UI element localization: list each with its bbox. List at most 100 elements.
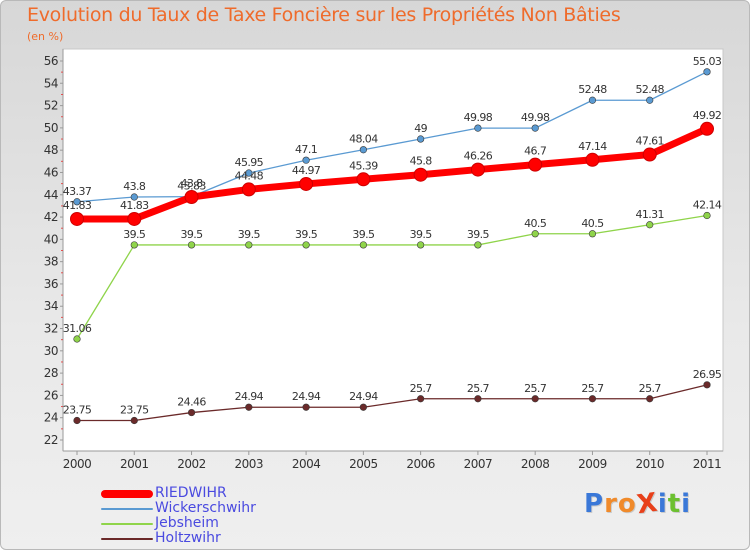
x-tick-label: 2004: [292, 457, 321, 471]
logo-letter: i: [657, 489, 668, 519]
data-point-jebsheim: [73, 335, 81, 343]
data-point-riedwihr: [356, 172, 371, 187]
data-point-jebsheim: [417, 241, 425, 249]
x-tick-label: 2008: [521, 457, 550, 471]
x-tick-label: 2003: [235, 457, 264, 471]
data-label-wickerschwihr: 43.83: [177, 180, 206, 193]
data-point-riedwihr: [470, 162, 485, 177]
data-label-jebsheim: 41.31: [635, 208, 664, 221]
data-point-jebsheim: [187, 241, 196, 249]
data-point-riedwihr: [700, 121, 714, 136]
legend-item-wickerschwihr: Wickerschwihr: [101, 500, 321, 517]
data-label-holtzwihr: 23.75: [120, 403, 149, 416]
data-label-riedwihr: 41.83: [63, 199, 92, 212]
data-label-riedwihr: 47.61: [635, 135, 664, 148]
data-label-riedwihr: 41.83: [120, 199, 149, 212]
data-label-wickerschwihr: 52.48: [635, 83, 664, 96]
x-tick-label: 2011: [693, 457, 722, 471]
data-label-jebsheim: 39.5: [410, 228, 433, 241]
data-label-wickerschwihr: 45.95: [235, 156, 264, 169]
y-tick-label: 56: [44, 54, 58, 68]
data-point-riedwihr: [299, 176, 314, 191]
y-tick-label: 30: [44, 344, 58, 358]
data-label-wickerschwihr: 49.98: [464, 111, 493, 124]
data-point-riedwihr: [642, 147, 657, 162]
data-label-wickerschwihr: 49.98: [521, 111, 550, 124]
y-tick-label: 28: [44, 366, 58, 380]
data-label-jebsheim: 39.5: [238, 228, 261, 241]
data-label-riedwihr: 46.26: [464, 150, 493, 163]
data-point-riedwihr: [413, 167, 428, 182]
logo-letter: i: [681, 489, 692, 519]
data-point-wickerschwihr: [474, 124, 482, 132]
data-label-holtzwihr: 24.94: [235, 390, 264, 403]
data-label-holtzwihr: 23.75: [63, 403, 92, 416]
logo-letter: o: [617, 489, 637, 519]
data-label-riedwihr: 49.92: [693, 109, 722, 122]
data-label-jebsheim: 31.06: [63, 322, 92, 335]
chart-title: Evolution du Taux de Taxe Foncière sur l…: [27, 4, 621, 26]
y-tick-label: 54: [44, 76, 58, 90]
x-tick-label: 2007: [464, 457, 493, 471]
x-tick-label: 2001: [120, 457, 149, 471]
data-point-holtzwihr: [245, 403, 253, 411]
data-point-holtzwihr: [417, 395, 425, 403]
data-point-wickerschwihr: [646, 96, 654, 104]
data-point-riedwihr: [585, 152, 600, 167]
data-label-wickerschwihr: 47.1: [295, 143, 317, 156]
logo-letter: t: [667, 489, 682, 519]
data-label-wickerschwihr: 49: [414, 122, 427, 135]
logo-letter: X: [634, 487, 660, 521]
data-point-wickerschwihr: [359, 146, 367, 154]
y-tick-label: 48: [44, 143, 58, 157]
data-label-jebsheim: 39.5: [123, 228, 146, 241]
y-tick-label: 40: [44, 232, 58, 246]
data-label-riedwihr: 44.97: [292, 164, 321, 177]
data-point-holtzwihr: [474, 395, 482, 403]
data-point-jebsheim: [474, 241, 482, 249]
data-label-riedwihr: 44.48: [235, 169, 264, 182]
series-line-holtzwihr: [76, 384, 708, 422]
legend-label-riedwihr: RIEDWIHR: [155, 485, 227, 501]
data-label-holtzwihr: 25.7: [524, 382, 547, 395]
data-label-holtzwihr: 24.94: [292, 390, 321, 403]
data-point-riedwihr: [528, 157, 543, 172]
data-point-holtzwihr: [588, 395, 597, 403]
y-tick-label: 42: [44, 210, 58, 224]
data-point-holtzwihr: [302, 403, 310, 411]
y-tick-label: 52: [44, 99, 58, 113]
x-tick-label: 2010: [635, 457, 664, 471]
legend-label-holtzwihr: Holtzwihr: [155, 530, 221, 546]
data-label-jebsheim: 40.5: [524, 217, 547, 230]
series-line-jebsheim: [76, 214, 708, 340]
data-label-riedwihr: 43.8: [180, 177, 203, 190]
y-tick-label: 34: [44, 299, 58, 313]
data-label-holtzwihr: 25.7: [581, 382, 604, 395]
data-label-holtzwihr: 24.94: [349, 390, 378, 403]
y-tick-label: 22: [44, 433, 58, 447]
data-label-holtzwihr: 25.7: [639, 382, 662, 395]
data-label-wickerschwihr: 43.8: [123, 180, 146, 193]
data-label-jebsheim: 42.14: [693, 198, 722, 211]
data-point-jebsheim: [703, 211, 711, 220]
y-tick-label: 24: [44, 411, 58, 425]
legend-swatch-holtzwihr: [101, 538, 153, 540]
series-line-riedwihr: [73, 125, 711, 223]
data-point-wickerschwihr: [73, 198, 81, 206]
data-label-wickerschwihr: 55.03: [693, 55, 722, 68]
data-label-jebsheim: 39.5: [352, 228, 375, 241]
data-point-jebsheim: [245, 241, 253, 249]
data-label-jebsheim: 39.5: [295, 228, 318, 241]
data-label-riedwihr: 45.39: [349, 159, 378, 172]
data-point-riedwihr: [70, 211, 84, 226]
legend-label-jebsheim: Jebsheim: [155, 515, 219, 531]
y-tick-label: 32: [44, 322, 58, 336]
data-label-riedwihr: 46.7: [524, 145, 547, 158]
data-point-holtzwihr: [359, 403, 367, 411]
data-label-jebsheim: 40.5: [581, 217, 604, 230]
legend-item-riedwihr: RIEDWIHR: [101, 485, 321, 502]
legend-item-jebsheim: Jebsheim: [101, 515, 321, 532]
y-tick-label: 26: [44, 388, 58, 402]
legend-swatch-wickerschwihr: [101, 508, 153, 510]
